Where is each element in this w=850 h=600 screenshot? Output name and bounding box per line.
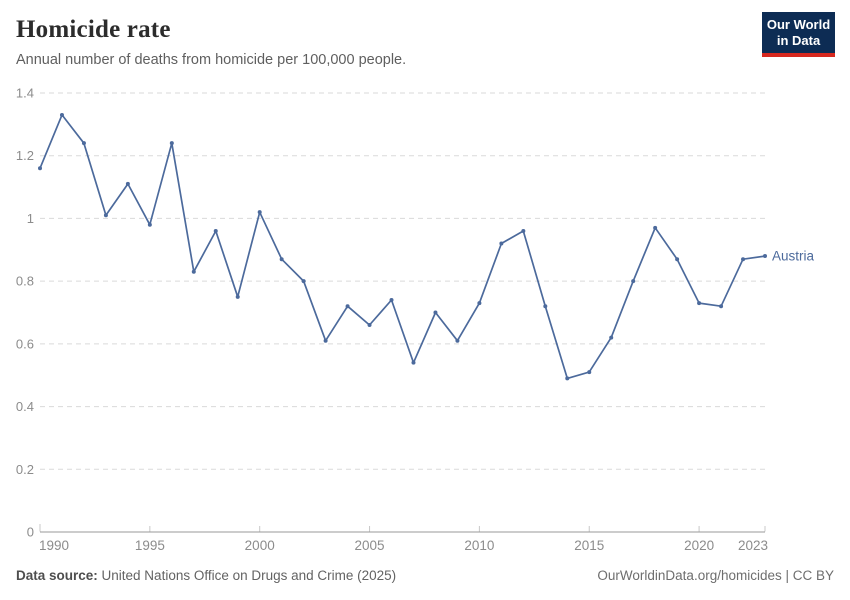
data-point [345,304,350,309]
data-point [103,213,108,218]
y-tick-label: 1.2 [16,148,34,163]
y-tick-label: 0.6 [16,336,34,351]
x-tick-label: 1990 [39,538,69,553]
data-point [499,241,504,246]
data-point [675,257,680,262]
owid-logo[interactable]: Our World in Data [762,12,835,57]
series-label[interactable]: Austria [772,249,815,264]
data-point [59,112,64,117]
data-point [433,310,438,315]
data-point [609,335,614,340]
data-point [719,304,724,309]
data-point [257,210,262,215]
data-point [191,269,196,274]
owid-logo-line1: Our World [766,17,831,32]
data-source-label: Data source: [16,568,98,583]
data-source-text: United Nations Office on Drugs and Crime… [97,568,397,583]
data-point [147,222,152,227]
data-point [477,301,482,306]
data-point [169,141,174,146]
x-tick-label: 2020 [684,538,714,553]
data-point [763,254,767,259]
y-tick-label: 1 [27,211,34,226]
data-point [455,338,460,343]
x-tick-label: 2010 [464,538,494,553]
data-point [631,279,636,284]
y-tick-label: 0.4 [16,399,34,414]
data-point [411,360,416,365]
y-tick-label: 0 [27,525,34,540]
data-point [565,376,570,381]
data-point [125,181,130,186]
data-point [389,297,394,302]
x-tick-label: 2023 [738,538,768,553]
data-point [213,228,218,233]
page-title: Homicide rate [16,16,171,43]
data-point [323,338,328,343]
data-source-note: Data source: United Nations Office on Dr… [16,568,396,583]
owid-logo-line2: in Data [776,33,821,48]
data-point [38,166,42,171]
data-point [235,294,240,299]
data-point [367,323,372,328]
y-tick-label: 1.4 [16,86,34,101]
data-point [697,301,702,306]
y-tick-label: 0.8 [16,274,34,289]
chart-subtitle: Annual number of deaths from homicide pe… [16,52,407,68]
data-point [587,370,592,375]
series-line [39,114,766,380]
data-point [543,304,548,309]
y-tick-label: 0.2 [16,462,34,477]
x-tick-label: 2015 [574,538,604,553]
x-tick-label: 1995 [135,538,165,553]
data-point [81,141,86,146]
data-point [521,228,526,233]
owid-url-license[interactable]: OurWorldinData.org/homicides | CC BY [597,568,834,583]
chart-footer: Data source: United Nations Office on Dr… [16,568,834,583]
x-tick-label: 2000 [245,538,275,553]
data-point [653,225,658,230]
x-tick-label: 2005 [355,538,385,553]
data-point [741,257,746,262]
data-point [301,279,306,284]
data-point [279,257,284,262]
